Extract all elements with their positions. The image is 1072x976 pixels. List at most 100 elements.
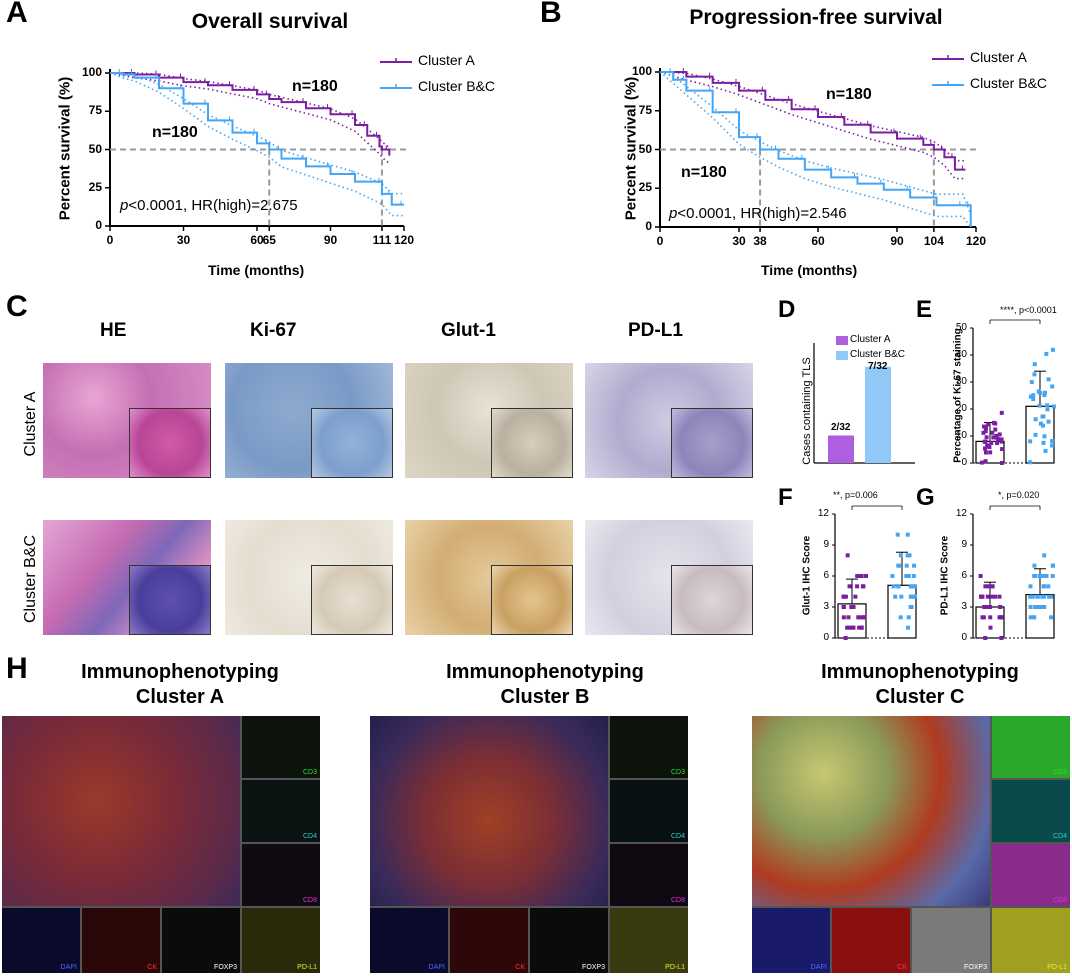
data-point (1051, 404, 1056, 409)
mean-bar (975, 606, 1005, 639)
immuno-composite-b: CD3 CD4 CD8 DAPI CK FOXP3 PD-L1 (370, 716, 688, 973)
data-point (1050, 384, 1055, 389)
ck-channel-label: CK (897, 964, 907, 971)
cd8-channel-label: CD8 (670, 897, 685, 904)
foxp3-channel-image: FOXP3 (912, 908, 990, 973)
y-tick-label: 0 (823, 632, 829, 643)
foxp3-channel-image: FOXP3 (530, 908, 608, 973)
data-point (863, 574, 868, 578)
row-header-cluster-a: Cluster A (22, 391, 39, 457)
pdl1-cluster-a-inset (671, 408, 753, 478)
cd3-channel-label: CD3 (302, 769, 317, 776)
cd4-channel-image: CD4 (992, 780, 1070, 842)
data-point (855, 574, 860, 578)
title-line2: Cluster B (500, 686, 590, 708)
data-point (1028, 605, 1033, 609)
legend-cluster-bc: Cluster B&C (850, 349, 906, 360)
foxp3-channel-image: FOXP3 (162, 908, 240, 973)
cd8-channel-label: CD8 (1052, 897, 1067, 904)
legend-swatch (836, 351, 848, 360)
data-point (990, 430, 995, 435)
legend-cluster-a: Cluster A (850, 334, 891, 345)
cd3-channel-image: CD3 (242, 716, 320, 778)
data-point (849, 605, 854, 609)
confidence-band (659, 71, 966, 162)
data-point (851, 625, 856, 630)
data-point (999, 461, 1004, 465)
data-point (906, 625, 911, 630)
data-point (1050, 563, 1055, 568)
title-line1: Immunophenotyping (81, 661, 279, 683)
data-point (1033, 432, 1038, 437)
data-point (1044, 351, 1049, 356)
data-point (899, 594, 904, 599)
confidence-band (110, 72, 390, 149)
data-point (983, 446, 988, 451)
panel-label-a: A (6, 0, 28, 29)
he-cluster-a-inset (129, 408, 211, 478)
data-point (999, 615, 1004, 620)
data-point (994, 433, 999, 438)
bar-plot (813, 336, 915, 464)
data-label-cluster-a: 2/32 (831, 422, 851, 433)
data-point (911, 574, 916, 578)
cd4-channel-image: CD4 (242, 780, 320, 842)
foxp3-channel-label: FOXP3 (582, 964, 605, 971)
data-point (861, 584, 866, 589)
y-tick-label: 75 (638, 102, 652, 117)
he-cluster-bc-image (43, 520, 211, 635)
data-point (1042, 393, 1047, 398)
data-point (1050, 443, 1055, 448)
cd3-channel-image: CD3 (992, 716, 1070, 778)
data-point (1037, 403, 1042, 408)
data-point (999, 636, 1004, 640)
p-symbol: p (120, 197, 129, 214)
glut1-cluster-bc-inset (491, 565, 573, 635)
bar-cluster-a (828, 435, 854, 463)
panel-label-h: H (6, 652, 28, 685)
cd8-channel-image: CD8 (992, 844, 1070, 906)
title-line2: Cluster A (135, 686, 225, 708)
data-point (904, 574, 909, 578)
data-point (987, 445, 992, 450)
data-point (906, 615, 911, 620)
data-point (841, 615, 846, 620)
data-point (1042, 553, 1047, 558)
cd8-channel-label: CD8 (302, 897, 317, 904)
y-tick-label: 6 (961, 570, 967, 581)
pdl1-channel-image: PD-L1 (242, 908, 320, 973)
ki67-cluster-bc-image (225, 520, 393, 635)
pdl1-channel-label: PD-L1 (297, 964, 317, 971)
data-point (1046, 419, 1051, 424)
stat-annotation: p<0.0001, HR(high)=2.546 (669, 205, 847, 222)
x-tick-label: 0 (106, 233, 114, 247)
data-point (1032, 372, 1037, 377)
y-tick-label: 12 (817, 508, 829, 519)
data-point (893, 594, 898, 599)
y-tick-label: 20 (955, 403, 967, 414)
data-point (853, 594, 858, 599)
panel-label-c: C (6, 290, 28, 323)
y-tick-label: 25 (638, 180, 652, 195)
data-point (1040, 574, 1045, 578)
data-point (993, 427, 998, 432)
foxp3-channel-label: FOXP3 (214, 964, 237, 971)
data-point (983, 439, 988, 444)
data-point (1042, 605, 1047, 609)
cd3-channel-label: CD3 (670, 769, 685, 776)
immuno-title-b: Immunophenotyping Cluster B (425, 660, 665, 710)
data-point (1038, 605, 1043, 609)
km-plot-overall (105, 55, 979, 232)
cd8-channel-image: CD8 (610, 844, 688, 906)
data-point (905, 532, 910, 537)
data-point (891, 584, 896, 589)
bar-cluster-bc (865, 366, 891, 463)
ki67-cluster-a-image (225, 363, 393, 478)
immuno-title-c: Immunophenotyping Cluster C (800, 660, 1040, 710)
data-point (1040, 414, 1045, 419)
stat-text: <0.0001, HR(high)=2.546 (677, 205, 847, 222)
scatter-plot (970, 319, 1056, 465)
dapi-channel-label: DAPI (60, 964, 77, 971)
data-point (989, 440, 994, 445)
y-tick-label: 0 (961, 457, 967, 468)
